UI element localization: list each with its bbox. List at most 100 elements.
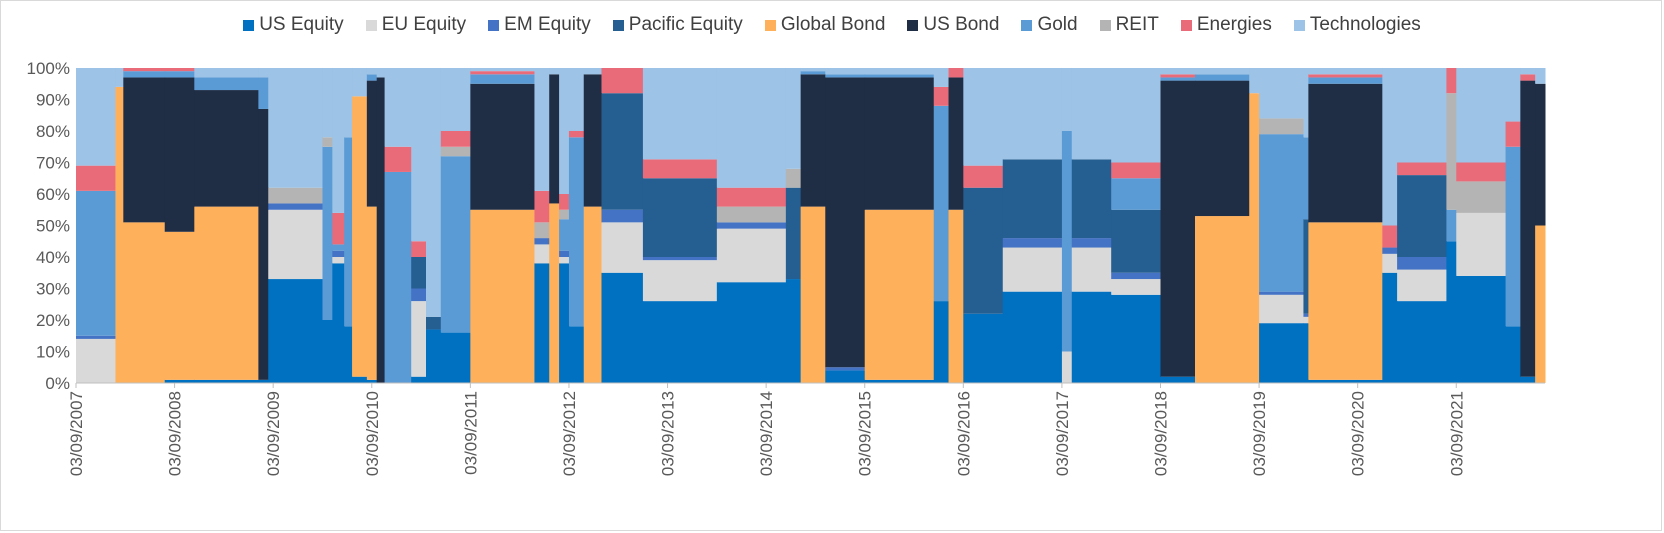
area-band-reit [268, 187, 323, 204]
area-band-us-equity [366, 379, 378, 383]
x-tick-label: 03/09/2014 [757, 391, 776, 476]
y-tick-label: 80% [36, 122, 70, 141]
area-band-energies [568, 131, 585, 138]
area-band-technologies [352, 68, 368, 97]
area-band-energies [1397, 162, 1447, 176]
legend-item: Technologies [1293, 14, 1421, 36]
area-band-em-equity [601, 209, 644, 223]
area-band-energies [948, 68, 964, 78]
area-band-us-bond [366, 80, 378, 207]
area-band-energies [76, 165, 116, 191]
area-band-us-bond [549, 74, 560, 204]
area-band-energies [470, 71, 535, 75]
area-band-us-equity [1259, 323, 1304, 383]
area-band-us-bond [258, 108, 269, 380]
area-band-technologies [1061, 68, 1073, 131]
legend-swatch [1180, 19, 1192, 31]
area-band-pacific-equity [1071, 159, 1112, 239]
area-band-technologies [1303, 68, 1309, 138]
area-band-technologies [1249, 68, 1260, 94]
area-band-technologies [1382, 68, 1398, 226]
area-band-technologies [1308, 68, 1383, 75]
area-band-reit [1456, 181, 1507, 213]
area-band-technologies [1195, 68, 1250, 75]
area-band-us-bond [123, 77, 166, 223]
area-band-us-equity [258, 379, 269, 383]
legend-swatch [243, 19, 255, 31]
area-band-global-bond [470, 209, 535, 383]
area-band-energies [164, 68, 195, 72]
area-band-energies [1446, 68, 1457, 94]
area-band-technologies [933, 68, 950, 87]
area-band-eu-equity [1002, 247, 1063, 292]
area-band-us-equity [1160, 376, 1196, 383]
area-band-technologies [1397, 68, 1447, 163]
area-band-technologies [76, 68, 116, 166]
area-band-technologies [115, 68, 124, 87]
area-band-em-equity [1397, 257, 1447, 270]
area-band-pacific-equity [1002, 159, 1063, 239]
area-band-eu-equity [1397, 269, 1447, 302]
area-band-reit [716, 206, 787, 223]
area-band-eu-equity [642, 260, 718, 302]
legend-label: US Equity [259, 14, 344, 35]
area-band-gold [194, 77, 259, 91]
area-band-gold [825, 74, 866, 78]
area-band-us-equity [785, 279, 802, 383]
area-band-pacific-equity [642, 178, 718, 257]
stacked-area-group [76, 68, 1546, 384]
x-tick-label: 03/09/2017 [1053, 391, 1072, 476]
area-band-energies [963, 165, 1004, 188]
area-band-technologies [1111, 68, 1161, 163]
y-tick-label: 70% [36, 154, 70, 173]
area-band-technologies [470, 68, 535, 72]
area-band-us-equity [534, 263, 550, 383]
area-band-us-equity [194, 379, 259, 383]
area-band-gold [322, 146, 333, 320]
legend-item: Global Bond [764, 14, 885, 36]
area-band-eu-equity [534, 244, 550, 264]
area-band-technologies [1259, 68, 1304, 119]
area-band-energies [440, 131, 471, 147]
area-band-gold [568, 137, 585, 327]
area-band-eu-equity [559, 257, 570, 264]
area-band-em-equity [268, 203, 323, 210]
area-band-gold [470, 74, 535, 84]
area-band-global-bond [366, 206, 378, 380]
area-band-global-bond [123, 222, 166, 383]
legend-item: Energies [1180, 14, 1272, 36]
area-band-gold [1259, 134, 1304, 292]
area-band-em-equity [411, 288, 427, 302]
area-band-technologies [825, 68, 866, 75]
area-band-us-equity [1505, 326, 1521, 383]
legend-item: EM Equity [488, 14, 591, 36]
x-tick-label: 03/09/2018 [1151, 391, 1170, 476]
x-tick-label: 03/09/2019 [1250, 391, 1269, 476]
area-band-us-equity [1071, 291, 1112, 383]
area-band-eu-equity [268, 209, 323, 280]
y-tick-label: 100% [27, 59, 70, 78]
area-band-us-bond [1535, 83, 1546, 226]
area-band-technologies [366, 68, 378, 75]
area-band-us-equity [716, 282, 787, 383]
area-band-us-bond [1520, 80, 1536, 377]
x-tick-label: 03/09/2011 [461, 391, 480, 475]
area-band-reit [1259, 118, 1304, 135]
legend-swatch [1293, 19, 1305, 31]
area-band-gold [384, 171, 412, 383]
x-tick-label: 03/09/2013 [659, 391, 678, 476]
area-band-technologies [268, 68, 323, 188]
area-band-gold [1308, 77, 1383, 84]
area-band-gold [76, 190, 116, 336]
y-tick-label: 40% [36, 248, 70, 267]
area-band-gold [1505, 146, 1521, 327]
area-band-energies [933, 86, 950, 106]
area-band-reit [785, 168, 802, 188]
area-band-technologies [344, 68, 353, 138]
y-tick-label: 50% [36, 217, 70, 236]
area-band-us-bond [864, 77, 935, 210]
area-band-us-bond [194, 90, 259, 207]
area-band-us-equity [1382, 272, 1398, 383]
x-tick-label: 03/09/2010 [363, 391, 382, 476]
